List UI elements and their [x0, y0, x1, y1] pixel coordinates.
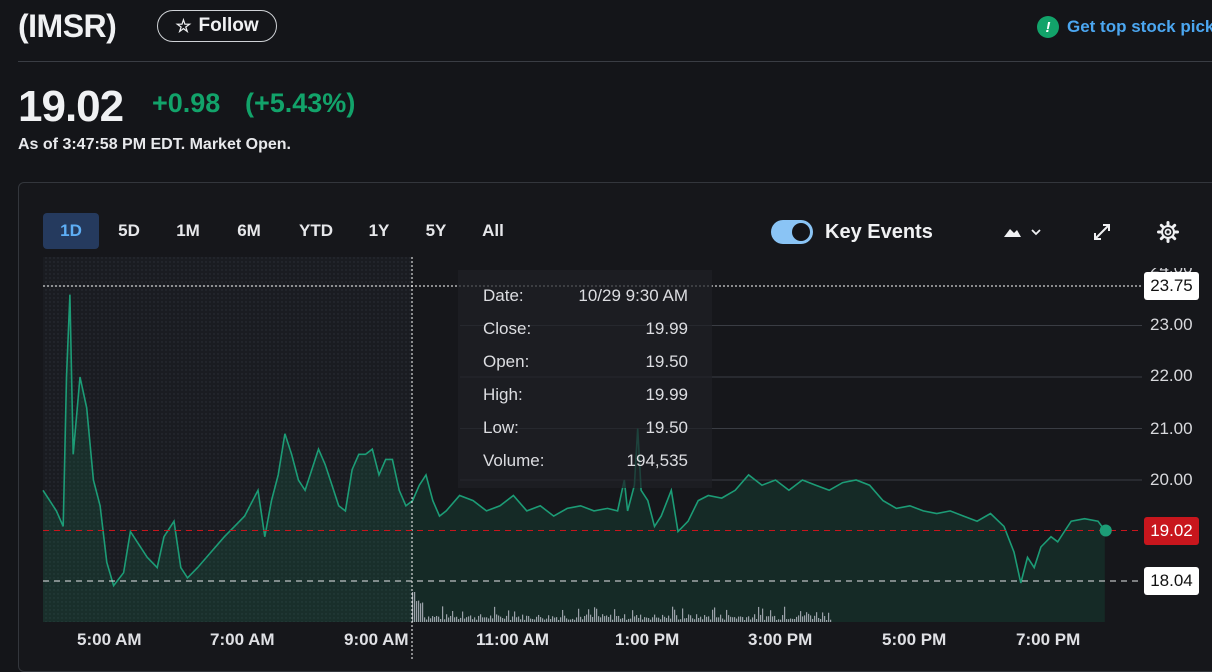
settings-button[interactable]	[1156, 220, 1180, 244]
y-tick-label: 22.00	[1150, 366, 1193, 385]
mountain-chart-icon	[1004, 229, 1041, 237]
x-tick-label: 3:00 PM	[748, 630, 813, 649]
toggle-knob	[792, 223, 810, 241]
tooltip-label: Open:	[483, 352, 530, 371]
x-tick-label: 5:00 AM	[77, 630, 142, 649]
tooltip-row-low: Low: 19.50	[483, 418, 688, 438]
ticker-symbol: (IMSR)	[18, 8, 117, 44]
key-events-label: Key Events	[825, 220, 933, 243]
price-change-percent: (+5.43%)	[245, 88, 356, 118]
tooltip-row-date: Date: 10/29 9:30 AM	[483, 286, 688, 306]
x-tick-label: 9:00 AM	[344, 630, 409, 649]
tooltip-label: Date:	[483, 286, 524, 305]
quote-timestamp: As of 3:47:58 PM EDT. Market Open.	[18, 136, 291, 153]
tab-1y[interactable]: 1Y	[368, 221, 390, 240]
tab-ytd[interactable]: YTD	[299, 221, 333, 240]
tooltip-label: High:	[483, 385, 523, 404]
tooltip-label: Volume:	[483, 451, 545, 470]
expand-icon	[1094, 224, 1110, 240]
tooltip-value: 19.50	[645, 418, 688, 437]
crosshair-price-badge: 23.75	[1144, 272, 1199, 300]
tab-1m[interactable]: 1M	[176, 221, 200, 240]
y-tick-label: 20.00	[1150, 470, 1193, 489]
header-divider	[18, 61, 1212, 62]
y-tick-label: 23.00	[1150, 315, 1193, 334]
exclamation-icon: !	[1037, 16, 1059, 38]
price-change: +0.98	[152, 88, 221, 118]
key-events-toggle[interactable]	[771, 220, 813, 244]
x-tick-label: 11:00 AM	[476, 630, 550, 649]
tab-all[interactable]: All	[482, 221, 504, 240]
tooltip-row-open: Open: 19.50	[483, 352, 688, 372]
range-tabs: 1D 5D 1M 6M YTD 1Y 5Y All	[43, 213, 521, 249]
previous-close-badge: 18.04	[1144, 567, 1199, 595]
current-price: 19.02	[18, 82, 124, 131]
tooltip-row-close: Close: 19.99	[483, 319, 688, 339]
gear-icon	[1157, 221, 1179, 243]
tab-5d[interactable]: 5D	[118, 221, 140, 240]
data-tooltip: Date: 10/29 9:30 AM Close: 19.99 Open: 1…	[458, 270, 712, 488]
chart-type-button[interactable]	[1000, 220, 1046, 244]
tooltip-row-high: High: 19.99	[483, 385, 688, 405]
tab-6m[interactable]: 6M	[237, 221, 261, 240]
x-tick-label: 7:00 PM	[1016, 630, 1081, 649]
tooltip-value: 19.99	[645, 319, 688, 338]
tooltip-value: 10/29 9:30 AM	[578, 286, 688, 305]
key-events: Key Events	[771, 220, 933, 244]
tooltip-value: 19.50	[645, 352, 688, 371]
tooltip-row-volume: Volume: 194,535	[483, 451, 688, 471]
y-tick-label: 21.00	[1150, 419, 1193, 438]
follow-button[interactable]: ☆ Follow	[157, 10, 277, 42]
tooltip-label: Low:	[483, 418, 519, 437]
current-price-badge: 19.02	[1144, 517, 1199, 545]
follow-label: Follow	[198, 15, 259, 36]
x-tick-label: 1:00 PM	[615, 630, 680, 649]
tooltip-value: 194,535	[626, 451, 688, 470]
x-tick-label: 5:00 PM	[882, 630, 947, 649]
tooltip-value: 19.99	[645, 385, 688, 404]
expand-button[interactable]	[1090, 220, 1114, 244]
tab-1d[interactable]: 1D	[43, 213, 99, 249]
tab-5y[interactable]: 5Y	[425, 221, 447, 240]
star-icon: ☆	[175, 16, 192, 36]
stock-picks-link[interactable]: ! Get top stock picks	[1037, 16, 1212, 38]
tooltip-label: Close:	[483, 319, 532, 338]
x-tick-label: 7:00 AM	[210, 630, 275, 649]
promo-text: Get top stock picks	[1067, 17, 1212, 36]
